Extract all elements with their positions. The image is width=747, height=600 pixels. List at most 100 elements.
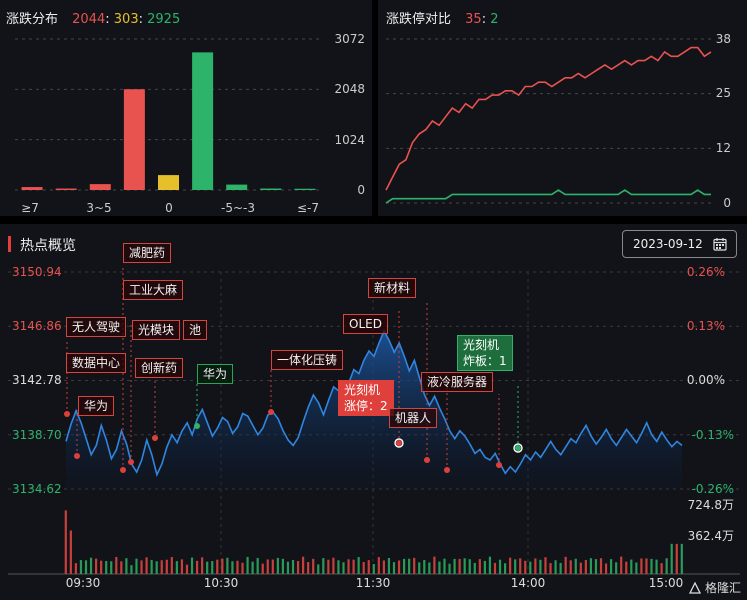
volume-bar (211, 561, 214, 574)
x-tick: ≥7 (21, 201, 39, 215)
limit-chart: 38 25 12 0 (385, 32, 731, 210)
topic-tag-yitihuayazhu[interactable]: 一体化压铸 (271, 350, 344, 370)
volume-bar (296, 561, 300, 574)
topic-tag-oled[interactable]: OLED (343, 314, 388, 334)
topic-tag-huawei[interactable]: 华为 (78, 396, 115, 416)
volume-bar (468, 559, 471, 574)
volume-bar (372, 563, 375, 574)
topic-tag-wurenjiashi[interactable]: 无人驾驶 (66, 317, 127, 337)
topic-tag-guangkeji-limit-up[interactable]: 光刻机 涨停：2 (338, 380, 394, 416)
limit-header: 涨跌停对比 35: 2 (386, 8, 499, 27)
volume-bar (226, 557, 229, 574)
separator: : (105, 12, 110, 27)
volume-bar (175, 561, 178, 574)
topic-tag-jianfeiyao[interactable]: 减肥药 (123, 243, 172, 263)
x-tick: ≤-7 (297, 201, 319, 215)
distribution-title: 涨跌分布 (6, 12, 59, 27)
volume-tick: 362.4万 (688, 529, 734, 543)
tag-line: 涨停：2 (344, 399, 388, 413)
x-tick: 0 (165, 201, 173, 215)
volume-bar (180, 559, 184, 574)
title-accent-bar (8, 236, 11, 252)
volume-bar (367, 560, 370, 574)
limit-down-count: 2 (490, 12, 499, 27)
volume-bar (69, 530, 72, 574)
distribution-bar (226, 184, 248, 190)
topic-tag-chuangxinyao[interactable]: 创新药 (135, 358, 184, 378)
volume-bar (645, 558, 648, 574)
volume-bar (529, 561, 532, 574)
volume-bar (276, 557, 279, 574)
y-tick: 3072 (334, 32, 365, 46)
volume-bar (519, 558, 522, 574)
price-tick: 3150.94 (12, 265, 62, 279)
time-tick: 09:30 (66, 576, 101, 590)
topic-tag-gongyedama[interactable]: 工业大麻 (123, 280, 184, 300)
price-tick: 3146.86 (12, 319, 62, 333)
volume-bar (140, 560, 143, 574)
watermark-text: 格隆汇 (704, 581, 741, 595)
volume-bar (160, 560, 163, 574)
volume-bar (473, 562, 476, 574)
topic-tag-huawei[interactable]: 华为 (197, 364, 234, 384)
price-tick: 3142.78 (12, 373, 62, 387)
topic-tag-guangmokuai[interactable]: 光模块 (132, 320, 181, 340)
pct-tick: -0.26% (692, 482, 734, 496)
volume-bar (377, 557, 380, 574)
volume-bar (79, 560, 83, 574)
hot-overview-title: 热点概览 (20, 238, 76, 254)
volume-bar (493, 562, 497, 574)
y-tick: 2048 (334, 82, 365, 96)
time-tick: 11:30 (356, 576, 391, 590)
y-tick: 12 (716, 141, 731, 155)
volume-bar (625, 561, 628, 574)
volume-bar (514, 559, 517, 574)
volume-bar (402, 558, 406, 574)
volume-bar (498, 559, 502, 574)
distribution-chart: 3072 2048 1024 0 ≥7 3~5 0 -5~-3 ≤-7 (15, 32, 365, 215)
volume-bar (155, 561, 158, 574)
volume-bar (221, 558, 224, 574)
volume-bar (251, 561, 254, 574)
volume-bar (195, 560, 199, 574)
volume-bar (650, 558, 653, 574)
volume-bar (302, 556, 305, 574)
volume-bar (599, 558, 603, 574)
volume-bar (559, 562, 562, 574)
volume-bar (665, 558, 668, 574)
volume-bar (317, 564, 320, 574)
volume-bar (594, 559, 598, 574)
volume-bar (458, 558, 461, 574)
volume-bar (640, 558, 643, 574)
highlight-ring (513, 443, 523, 453)
volume-bar (610, 559, 613, 574)
limit-title: 涨跌停对比 (386, 12, 452, 27)
date-picker[interactable]: 2023-09-12 (622, 230, 737, 258)
topic-tag-guangkeji-broken[interactable]: 光刻机 炸板：1 (457, 335, 513, 371)
pct-tick: 0.26% (687, 265, 725, 279)
y-tick: 0 (357, 183, 365, 197)
volume-bar (453, 558, 456, 574)
volume-bar (488, 556, 492, 574)
topic-tag-shujuzhongxin[interactable]: 数据中心 (66, 353, 127, 373)
volume-bar (357, 557, 360, 574)
volume-bar (100, 560, 103, 574)
price-line (65, 329, 683, 477)
topic-tag-xincailiao[interactable]: 新材料 (368, 278, 417, 298)
volume-bar (463, 558, 466, 574)
topic-tag-chi[interactable]: 池 (183, 320, 208, 340)
volume-bar (604, 563, 608, 574)
y-tick: 38 (716, 32, 731, 46)
up-count: 2044 (72, 12, 106, 27)
volume-bar (312, 558, 315, 574)
limit-panel: 涨跌停对比 35: 2 38 25 12 0 (378, 0, 747, 216)
volume-bar (584, 559, 587, 574)
topic-tag-yelengfuwuqi[interactable]: 液冷服务器 (421, 372, 494, 392)
volume-bar (433, 556, 436, 574)
topic-tag-jiqiren[interactable]: 机器人 (389, 408, 438, 428)
volume-bar (392, 562, 396, 574)
limit-up-count: 35 (465, 12, 482, 27)
volume-bar (413, 557, 416, 574)
volume-bar (286, 561, 290, 574)
distribution-bar (55, 188, 77, 190)
